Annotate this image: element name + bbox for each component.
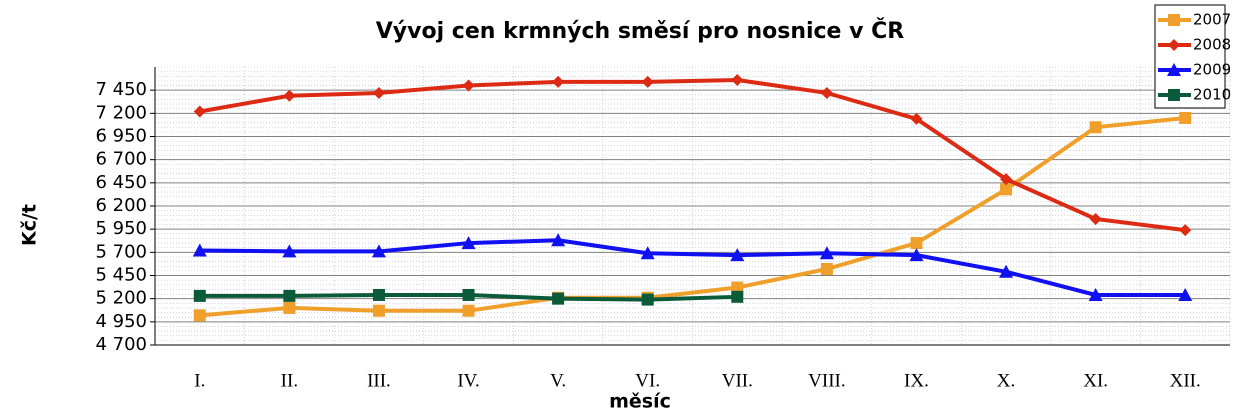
marker [1178, 287, 1193, 301]
chart-title: Vývoj cen krmných směsí pro nosnice v ČR [376, 18, 905, 44]
marker [372, 304, 385, 317]
marker [192, 243, 207, 257]
x-tick-label: IV. [457, 370, 479, 391]
x-tick-label: III. [367, 370, 391, 391]
marker [1000, 173, 1013, 186]
y-axis-label: Kč/t [19, 204, 41, 246]
y-tick-label: 6 450 [95, 172, 147, 193]
y-tick-label: 7 450 [95, 79, 147, 100]
x-tick-label: VII. [722, 370, 753, 391]
y-tick-label: 5 450 [95, 265, 147, 286]
legend-label: 2009 [1193, 61, 1231, 79]
marker [820, 86, 833, 99]
marker [551, 233, 566, 247]
legend-label: 2010 [1193, 86, 1231, 104]
marker [910, 237, 923, 250]
marker [1167, 63, 1181, 76]
marker [731, 73, 744, 86]
marker [552, 292, 565, 305]
marker [1000, 183, 1013, 196]
y-tick-label: 5 950 [95, 218, 147, 239]
marker [1168, 39, 1180, 51]
marker [193, 105, 206, 118]
marker [1088, 287, 1103, 301]
marker [283, 289, 296, 302]
marker [641, 293, 654, 306]
y-tick-label: 4 950 [95, 311, 147, 332]
marker [910, 112, 923, 125]
marker [1089, 212, 1102, 225]
marker [730, 248, 745, 262]
y-tick-label: 4 700 [95, 334, 147, 355]
marker [371, 244, 386, 258]
y-tick-label: 5 200 [95, 288, 147, 309]
series-line [199, 115, 1186, 318]
marker [193, 309, 206, 322]
x-tick-label: VIII. [808, 370, 845, 391]
x-tick-label: IX. [904, 370, 929, 391]
series-line [199, 77, 1186, 233]
marker [1179, 111, 1192, 124]
marker [641, 75, 654, 88]
marker [283, 301, 296, 314]
marker [461, 236, 476, 250]
marker [640, 246, 655, 260]
marker [283, 89, 296, 102]
marker [552, 75, 565, 88]
y-tick-label: 5 700 [95, 241, 147, 262]
marker [1089, 121, 1102, 134]
x-tick-label: V. [550, 370, 566, 391]
marker [1179, 224, 1192, 237]
marker [372, 288, 385, 301]
y-tick-label: 6 950 [95, 126, 147, 147]
marker [820, 263, 833, 276]
legend-label: 2008 [1193, 36, 1231, 54]
marker [909, 248, 924, 262]
y-tick-label: 7 200 [95, 102, 147, 123]
marker [372, 86, 385, 99]
marker [462, 304, 475, 317]
marker [462, 288, 475, 301]
marker [462, 79, 475, 92]
marker [731, 290, 744, 303]
x-tick-label: II. [281, 370, 298, 391]
series-line [199, 238, 1186, 297]
legend-label: 2007 [1193, 11, 1231, 29]
x-tick-label: XI. [1083, 370, 1108, 391]
x-tick-label: XII. [1170, 370, 1201, 391]
y-tick-label: 6 700 [95, 149, 147, 170]
marker [731, 281, 744, 294]
marker [819, 246, 834, 260]
x-tick-label: X. [997, 370, 1015, 391]
marker [999, 264, 1014, 278]
x-tick-label: I. [194, 370, 205, 391]
legend-box [1154, 4, 1226, 109]
y-tick-label: 6 200 [95, 195, 147, 216]
x-tick-label: VI. [635, 370, 660, 391]
x-axis-label: měsíc [609, 391, 671, 412]
marker [1168, 89, 1180, 101]
marker [193, 289, 206, 302]
marker [282, 244, 297, 258]
marker [1168, 14, 1180, 26]
